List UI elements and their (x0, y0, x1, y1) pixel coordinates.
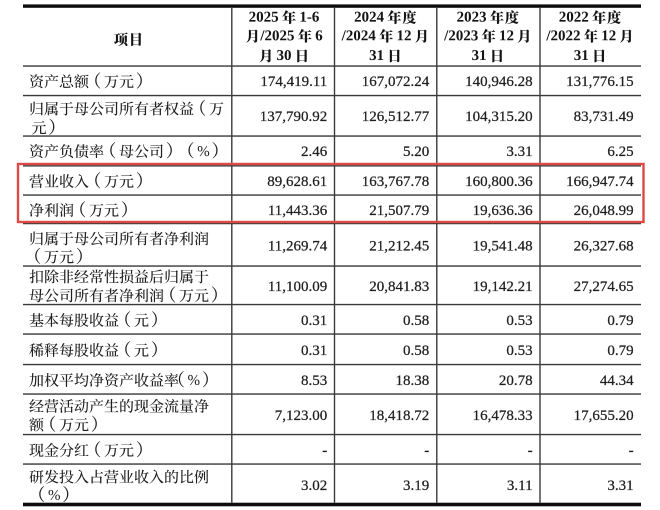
svg-text:3.31: 3.31 (607, 478, 633, 494)
svg-text:140,946.28: 140,946.28 (465, 74, 533, 90)
svg-text:19,541.48: 19,541.48 (473, 238, 533, 254)
svg-text:18.38: 18.38 (396, 373, 430, 389)
svg-text:7,123.00: 7,123.00 (275, 408, 328, 424)
svg-text:0.58: 0.58 (403, 343, 429, 359)
svg-text:89,628.61: 89,628.61 (267, 174, 327, 190)
svg-text:0.79: 0.79 (607, 313, 633, 329)
svg-text:6.25: 6.25 (607, 144, 633, 160)
svg-text:0.53: 0.53 (506, 343, 532, 359)
svg-text:3.11: 3.11 (507, 478, 533, 494)
svg-text:-: - (424, 443, 429, 459)
svg-text:0.31: 0.31 (301, 313, 327, 329)
svg-text:104,315.20: 104,315.20 (465, 109, 533, 125)
svg-text:0.53: 0.53 (506, 313, 532, 329)
svg-text:160,800.36: 160,800.36 (465, 174, 533, 190)
svg-text:11,269.74: 11,269.74 (268, 238, 328, 254)
svg-text:2.46: 2.46 (301, 144, 328, 160)
svg-text:126,512.77: 126,512.77 (362, 109, 430, 125)
svg-text:20.78: 20.78 (499, 373, 533, 389)
svg-text:27,274.65: 27,274.65 (574, 279, 634, 295)
svg-text:21,212.45: 21,212.45 (369, 238, 429, 254)
svg-text:3.19: 3.19 (403, 478, 429, 494)
svg-text:16,478.33: 16,478.33 (473, 408, 533, 424)
svg-text:174,419.11: 174,419.11 (260, 74, 327, 90)
svg-text:3.31: 3.31 (506, 144, 532, 160)
svg-text:0.58: 0.58 (403, 313, 429, 329)
svg-text:44.34: 44.34 (600, 373, 634, 389)
svg-text:131,776.15: 131,776.15 (566, 74, 634, 90)
svg-text:21,507.79: 21,507.79 (369, 203, 429, 219)
svg-text:0.79: 0.79 (607, 343, 633, 359)
svg-text:137,790.92: 137,790.92 (260, 109, 328, 125)
svg-text:17,655.20: 17,655.20 (574, 408, 634, 424)
svg-text:-: - (322, 443, 327, 459)
svg-text:19,636.36: 19,636.36 (473, 203, 534, 219)
svg-text:-: - (629, 443, 634, 459)
svg-text:3.02: 3.02 (301, 478, 327, 494)
svg-text:11,100.09: 11,100.09 (268, 279, 327, 295)
svg-text:26,048.99: 26,048.99 (574, 203, 634, 219)
svg-text:167,072.24: 167,072.24 (362, 74, 430, 90)
svg-text:-: - (528, 443, 533, 459)
svg-text:0.31: 0.31 (301, 343, 327, 359)
svg-text:26,327.68: 26,327.68 (574, 238, 634, 254)
svg-text:163,767.78: 163,767.78 (362, 174, 430, 190)
svg-text:83,731.49: 83,731.49 (574, 109, 634, 125)
svg-text:8.53: 8.53 (301, 373, 327, 389)
svg-text:166,947.74: 166,947.74 (566, 174, 634, 190)
svg-text:11,443.36: 11,443.36 (268, 203, 328, 219)
svg-text:20,841.83: 20,841.83 (369, 279, 429, 295)
svg-text:19,142.21: 19,142.21 (473, 279, 533, 295)
svg-text:18,418.72: 18,418.72 (369, 408, 429, 424)
svg-text:5.20: 5.20 (403, 144, 429, 160)
